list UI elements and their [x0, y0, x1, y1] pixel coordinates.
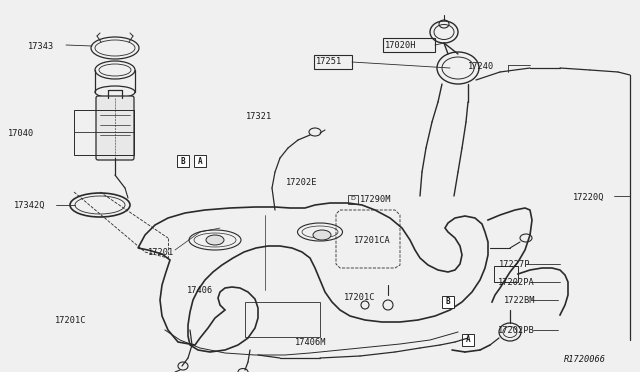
Text: 17321: 17321 [246, 112, 272, 121]
Text: 17020H: 17020H [385, 41, 417, 49]
Text: 17201: 17201 [148, 248, 174, 257]
Text: B: B [445, 298, 451, 307]
Text: 17251: 17251 [316, 58, 342, 67]
Text: 17240: 17240 [468, 62, 494, 71]
Text: 17201C: 17201C [344, 293, 376, 302]
Text: R1720066: R1720066 [564, 355, 606, 364]
Bar [348, 195, 358, 204]
Bar [442, 296, 454, 308]
Text: 1722BM: 1722BM [504, 296, 535, 305]
Bar [74, 110, 134, 155]
Text: 17227P: 17227P [499, 260, 530, 269]
Bar [462, 334, 474, 346]
Text: 17406: 17406 [187, 286, 213, 295]
Text: 17220Q: 17220Q [573, 193, 604, 202]
Text: 17201CA: 17201CA [354, 236, 391, 245]
Ellipse shape [313, 230, 331, 240]
Text: B: B [180, 157, 186, 166]
FancyBboxPatch shape [96, 96, 134, 160]
Text: 17342Q: 17342Q [14, 201, 45, 210]
Text: 17406M: 17406M [295, 338, 326, 347]
Text: A: A [198, 157, 202, 166]
Bar [494, 266, 518, 282]
Ellipse shape [206, 235, 224, 245]
Text: 17040: 17040 [8, 129, 35, 138]
Bar [194, 155, 206, 167]
Bar [177, 155, 189, 167]
Text: D: D [351, 196, 355, 202]
Text: 17290M: 17290M [360, 195, 392, 204]
Text: 17202E: 17202E [286, 178, 317, 187]
Bar [314, 55, 352, 69]
Text: 17202PB: 17202PB [499, 326, 535, 335]
Text: 17343: 17343 [28, 42, 54, 51]
Bar [245, 302, 320, 337]
Text: A: A [466, 336, 470, 344]
Text: 17201C: 17201C [55, 316, 86, 325]
Text: 17202PA: 17202PA [499, 278, 535, 287]
Bar [383, 38, 435, 52]
